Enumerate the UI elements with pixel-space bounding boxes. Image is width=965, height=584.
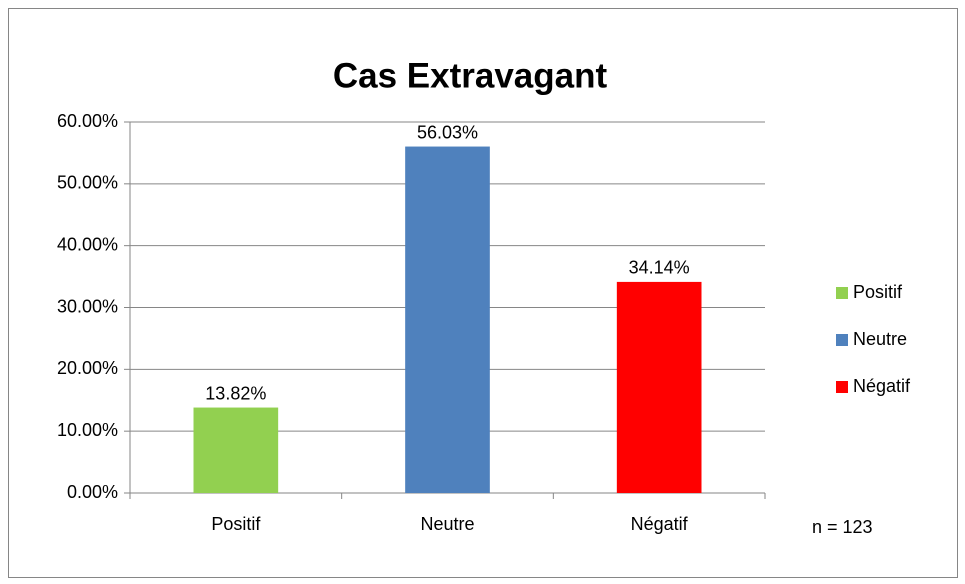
legend-swatch: [836, 381, 848, 393]
chart-title: Cas Extravagant: [333, 56, 608, 95]
legend-swatch: [836, 334, 848, 346]
x-tick-label: Neutre: [420, 514, 474, 534]
bar: [193, 407, 279, 493]
y-tick-label: 20.00%: [57, 358, 118, 378]
legend-swatch: [836, 287, 848, 299]
data-label: 56.03%: [417, 122, 478, 142]
bar: [405, 146, 490, 493]
y-tick-label: 50.00%: [57, 173, 118, 193]
y-tick-label: 10.00%: [57, 420, 118, 440]
data-label: 13.82%: [205, 383, 266, 403]
legend-label: Neutre: [853, 329, 907, 349]
y-tick-label: 60.00%: [57, 111, 118, 131]
y-tick-label: 0.00%: [67, 482, 118, 502]
x-tick-label: Positif: [211, 514, 261, 534]
legend-label: Positif: [853, 282, 903, 302]
annotation: n = 123: [812, 517, 873, 537]
y-tick-label: 40.00%: [57, 234, 118, 254]
legend-label: Négatif: [853, 376, 911, 396]
y-tick-label: 30.00%: [57, 296, 118, 316]
bar: [616, 281, 702, 493]
data-label: 34.14%: [629, 258, 690, 278]
x-tick-label: Négatif: [631, 514, 689, 534]
